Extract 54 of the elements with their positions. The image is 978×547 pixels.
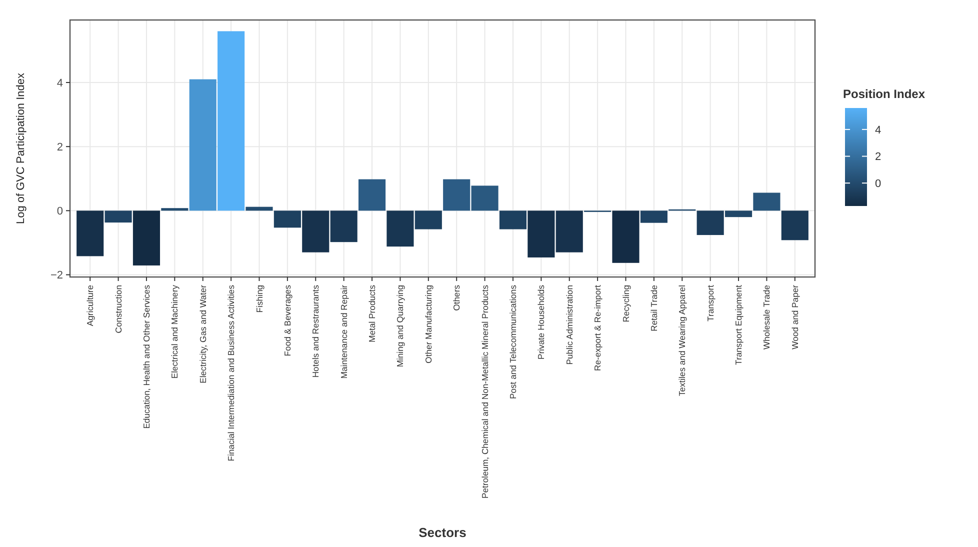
y-tick-label: 2 [56,141,63,154]
bar [612,210,640,263]
x-tick-label: Agriculture [85,284,96,326]
x-tick-label: Maintenance and Repair [338,284,349,379]
x-tick-label: Metal Products [367,285,378,342]
x-tick-label: Fishing [254,284,264,313]
x-tick-label: Electrical and Machinery [170,284,180,379]
y-axis-title: Log of GVC Participation Index [15,72,27,224]
bar [218,31,245,211]
legend-title: Position Index [843,87,926,101]
bar [132,210,160,266]
x-tick-label: Education, Health and Other Services [141,285,152,429]
y-tick-label: 4 [56,77,63,90]
x-tick-label: Recycling [620,284,631,322]
y-tick-label: 0 [56,206,63,218]
bar [414,210,442,230]
bar [640,210,668,223]
x-tick-label: Construction [113,284,124,334]
bar [161,208,188,211]
x-tick-label: Others [452,285,462,311]
bar [246,206,273,211]
x-tick-label: Textiles and Wearing Apparel [677,284,688,396]
x-tick-label: Post and Telecommunications [508,285,518,400]
bar [189,79,216,211]
color-bar-label: 4 [875,124,882,136]
x-tick-label: Re-export & Re-import [592,284,603,371]
bar [358,179,386,211]
bar [781,210,808,240]
bar [753,192,780,211]
y-tick-label: −2 [50,270,63,282]
bar [76,210,104,256]
x-tick-label: Transport [705,284,716,322]
x-tick-label: Hotels and Restraurants [310,285,321,378]
color-bar-label: 2 [875,151,882,164]
x-tick-label: Retail Trade [648,284,659,332]
bar [274,210,301,228]
bar [696,210,724,236]
x-tick-label: Petroleum, Chemical and Non-Metallic Mineral Products [480,285,490,498]
x-tick-label: Food & Beverages [282,285,292,356]
x-tick-label: Other Manufacturing [423,284,434,364]
x-tick-label: Transport Equipment [734,284,744,365]
color-bar-label: 0 [875,178,882,190]
bar [104,210,132,223]
x-tick-label: Mining and Quarrying [395,284,406,368]
bar [386,210,414,247]
bar [499,210,527,230]
x-tick-label: Finacial Intermediation and Business Activities [226,285,236,462]
x-tick-label: Electricity, Gas and Water [198,284,208,384]
x-tick-label: Wood and Paper [790,284,800,350]
x-tick-label: Public Administration [564,284,574,365]
x-axis-title: Sectors [418,525,466,540]
x-tick-label: Private Households [536,285,546,360]
x-tick-label: Wholesale Trade [762,284,772,350]
bar [724,210,752,218]
